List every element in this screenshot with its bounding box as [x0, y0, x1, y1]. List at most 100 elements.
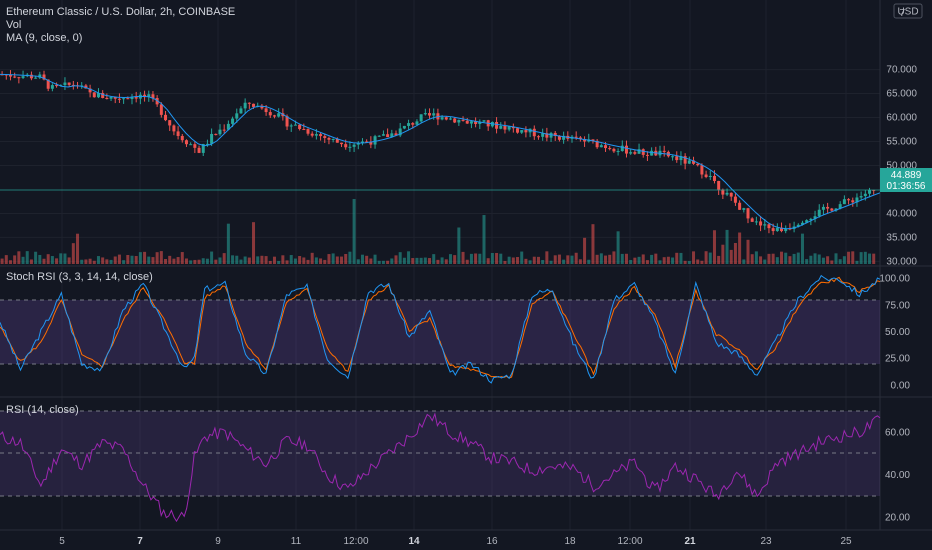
rsi-tick-label: 60.00	[885, 427, 910, 438]
volume-bar	[306, 259, 310, 264]
volume-bar	[59, 253, 63, 264]
volume-bar	[101, 257, 105, 264]
currency-badge[interactable]	[893, 3, 923, 19]
candle-body	[557, 135, 561, 140]
volume-bar	[591, 224, 595, 264]
volume-bar	[155, 252, 159, 264]
volume-bar	[210, 251, 214, 264]
time-axis[interactable]: 5 7 9 11 12:00 14 16 18 12:00 21 23 25	[59, 536, 852, 547]
volume-bar	[76, 233, 80, 264]
price-tick-label: 40.000	[886, 208, 917, 219]
candle-body	[226, 123, 230, 130]
candle-body	[595, 140, 599, 148]
candle-body	[541, 133, 545, 137]
candle-body	[331, 138, 335, 140]
volume-bar	[386, 260, 390, 264]
rsi-label[interactable]: RSI (14, close)	[6, 404, 79, 416]
volume-bar	[381, 260, 385, 264]
volume-bar	[738, 232, 742, 264]
volume-bar	[55, 258, 59, 264]
candle-body	[662, 150, 666, 152]
volume-bar	[448, 254, 452, 264]
price-tick-label: 55.000	[886, 137, 917, 148]
volume-bar	[679, 252, 683, 264]
candle-body	[817, 209, 821, 217]
candle-body	[407, 123, 411, 126]
volume-bar	[369, 258, 373, 264]
candle-body	[264, 108, 268, 113]
volume-bar	[817, 254, 821, 264]
volume-bar	[465, 259, 469, 264]
volume-bar	[260, 255, 264, 264]
volume-label[interactable]: Vol	[6, 19, 21, 31]
candle-body	[377, 135, 381, 137]
candle-body	[184, 140, 188, 145]
time-tick-label: 12:00	[617, 536, 642, 547]
candle-body	[365, 141, 369, 143]
candle-body	[277, 113, 281, 117]
candle-body	[134, 97, 138, 99]
volume-bar	[360, 254, 364, 264]
volume-bar	[184, 258, 188, 264]
volume-bar	[821, 257, 825, 264]
volume-bar	[620, 253, 624, 264]
volume-bar	[252, 222, 256, 264]
candle-body	[13, 76, 17, 78]
ma-label[interactable]: MA (9, close, 0)	[6, 32, 82, 44]
candle-body	[687, 160, 691, 164]
candle-body	[168, 120, 172, 126]
candle-body	[344, 144, 348, 148]
candle-body	[419, 114, 423, 122]
volume-bar	[541, 260, 545, 264]
volume-bar	[771, 253, 775, 264]
volume-bar	[700, 260, 704, 264]
rsi-line	[0, 412, 881, 523]
volume-bar	[407, 251, 411, 264]
price-axis[interactable]: 7 70.000 65.000 60.000 55.000 50.000 40.000 35.…	[879, 8, 917, 523]
candle-body	[356, 143, 360, 145]
volume-bar	[256, 256, 260, 264]
volume-bar	[520, 251, 524, 264]
volume-bar	[675, 252, 679, 264]
candle-body	[855, 197, 859, 203]
volume-bar	[759, 256, 763, 264]
candle-body	[130, 97, 134, 100]
volume-bar	[855, 260, 859, 264]
candle-body	[117, 98, 121, 100]
candle-body	[620, 145, 624, 152]
volume-bar	[189, 260, 193, 264]
stoch-rsi-label[interactable]: Stoch RSI (3, 3, 14, 14, close)	[6, 271, 153, 283]
symbol-title[interactable]: Ethereum Classic / U.S. Dollar, 2h, COIN…	[6, 6, 235, 18]
candle-body	[88, 88, 92, 93]
candle-body	[800, 222, 804, 225]
candle-body	[775, 227, 779, 232]
candle-body	[21, 76, 25, 78]
candle-body	[679, 156, 683, 161]
volume-bar	[633, 257, 637, 264]
candlestick-series[interactable]	[0, 70, 876, 235]
volume-bar	[536, 256, 540, 264]
volume-bar	[478, 253, 482, 264]
candle-body	[50, 85, 54, 89]
candle-body	[360, 141, 364, 144]
volume-bar	[721, 244, 725, 264]
candle-body	[147, 94, 151, 98]
time-tick-label: 21	[684, 536, 696, 547]
volume-bar	[38, 254, 42, 264]
volume-bar	[708, 252, 712, 264]
candle-body	[759, 221, 763, 226]
candle-body	[113, 96, 117, 99]
candle-body	[671, 156, 675, 158]
candle-body	[641, 149, 645, 155]
candle-body	[830, 208, 834, 211]
candle-body	[712, 175, 716, 181]
candle-body	[394, 133, 398, 136]
volume-bar	[365, 255, 369, 264]
volume-bar	[851, 251, 855, 264]
candle-body	[675, 156, 679, 161]
candle-body	[143, 94, 147, 98]
candle-body	[495, 121, 499, 129]
candle-body	[767, 224, 771, 229]
candle-body	[738, 202, 742, 210]
